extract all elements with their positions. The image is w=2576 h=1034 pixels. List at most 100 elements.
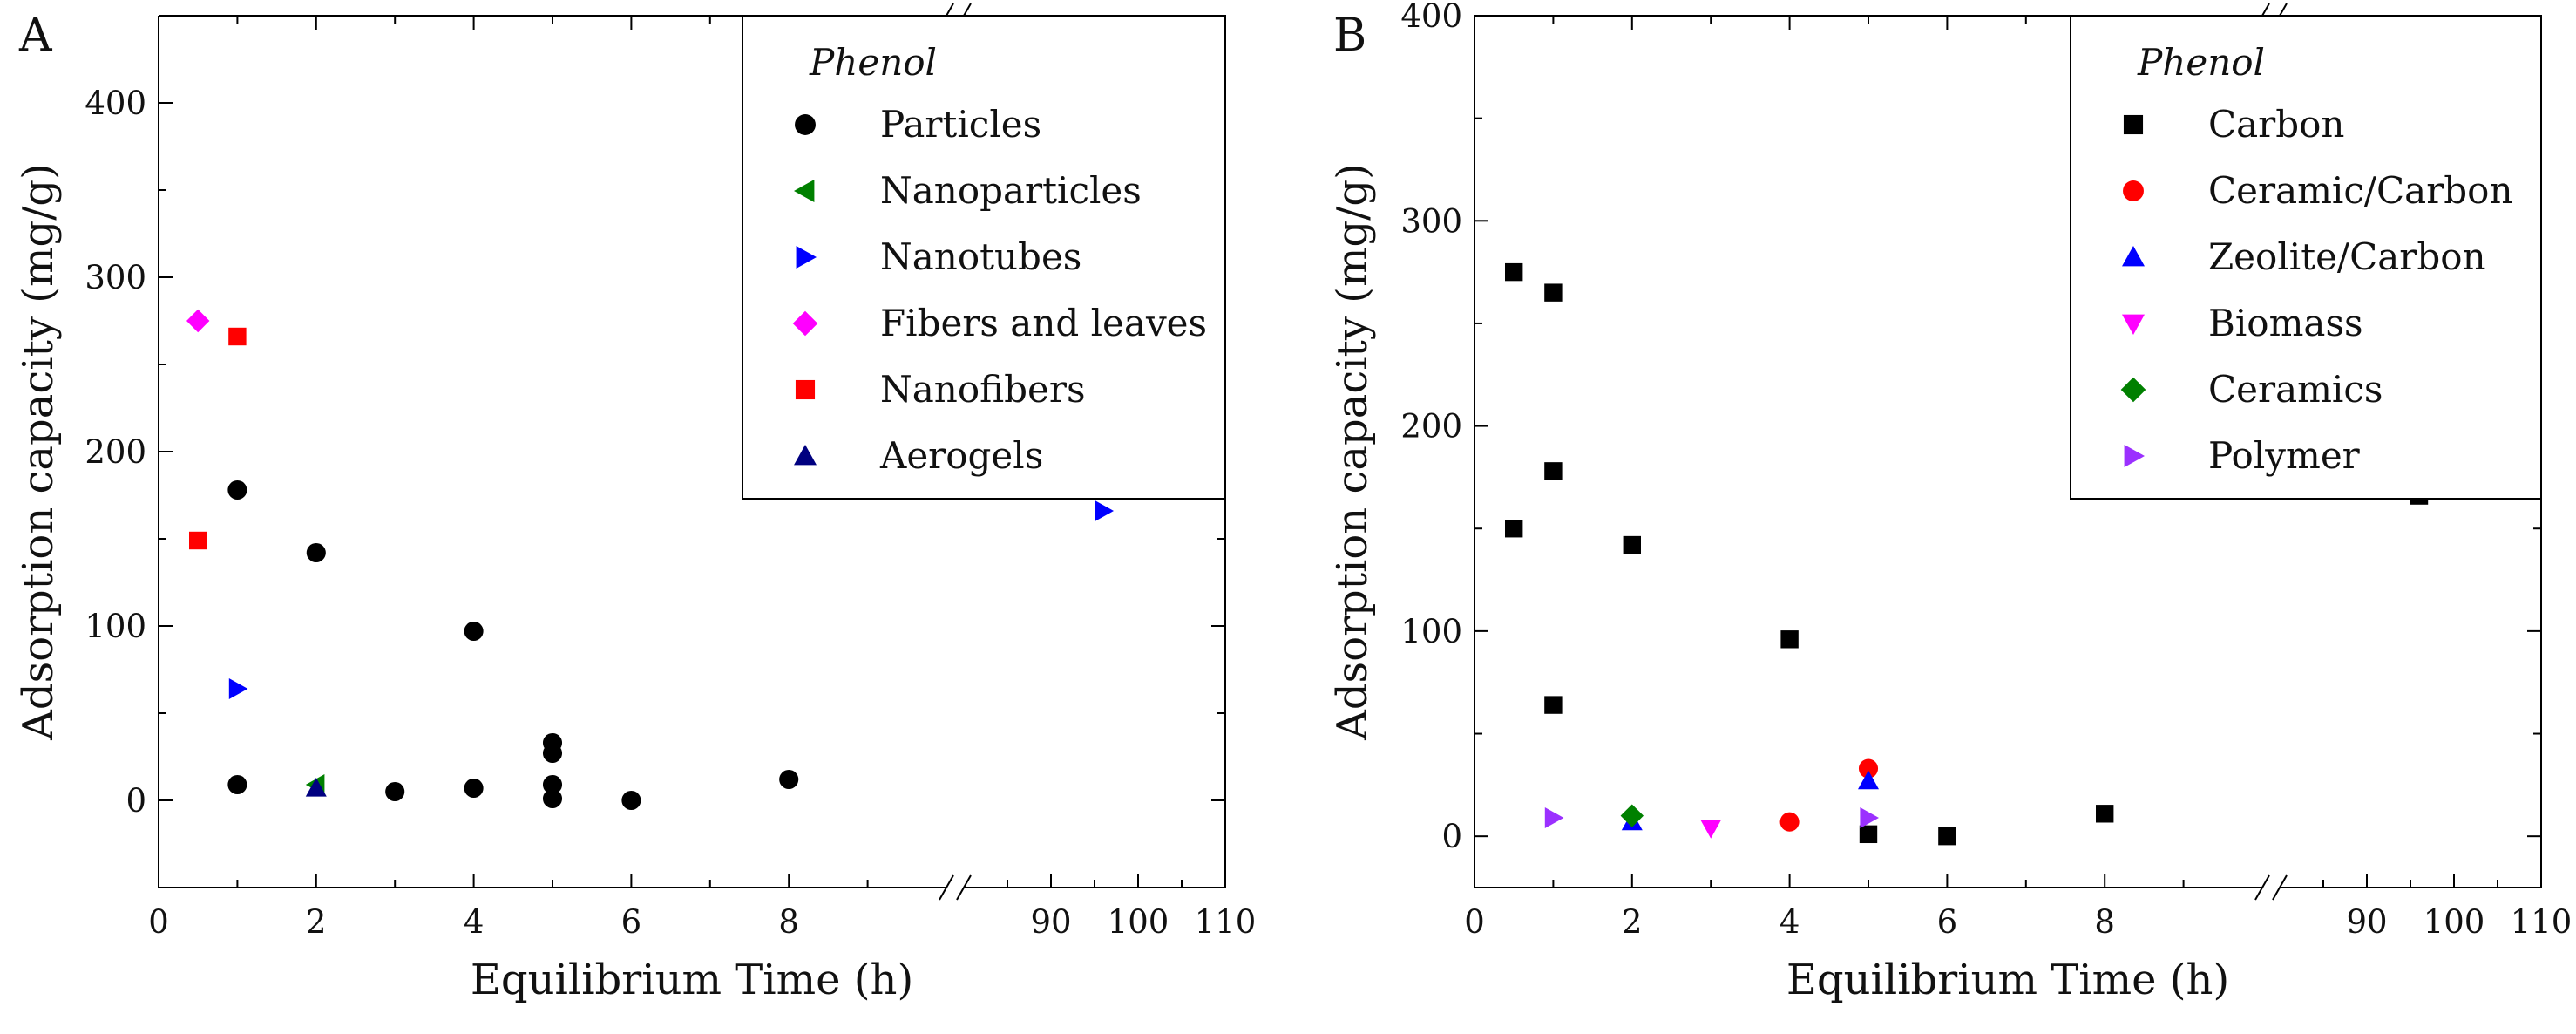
y-axis-label: Adsorption capacity (mg/g) <box>1328 163 1377 741</box>
data-point-carbon <box>1780 630 1799 649</box>
data-point-carbon <box>1505 520 1523 538</box>
y-tick-label: 300 <box>85 259 146 296</box>
x-tick-label: 2 <box>306 903 327 941</box>
legend-marker-ceramics <box>2120 377 2146 403</box>
data-point-carbon <box>1505 262 1523 282</box>
data-point-particles <box>464 621 484 642</box>
data-point-carbon <box>1544 283 1563 302</box>
x-tick-label: 6 <box>621 903 642 941</box>
data-point-biomass <box>1700 820 1722 839</box>
x-tick-label: 90 <box>1030 903 1071 941</box>
legend-label: Nanotubes <box>880 235 1081 278</box>
x-tick-label: 110 <box>1195 903 1257 941</box>
data-point-polymer <box>1860 807 1879 828</box>
y-axis-label: Adsorption capacity (mg/g) <box>14 163 63 741</box>
data-point-nanotubes <box>1095 500 1114 521</box>
x-tick-label: 4 <box>464 903 485 941</box>
data-point-aerogels <box>305 778 327 797</box>
data-point-zeolite-carbon <box>1858 770 1879 790</box>
x-axis-label: Equilibrium Time (h) <box>471 956 913 1004</box>
x-tick-label: 6 <box>1937 903 1958 941</box>
y-tick-label: 0 <box>1441 818 1462 855</box>
legend-title: Phenol <box>809 41 937 84</box>
data-point-particles <box>227 480 247 500</box>
legend-marker-carbon <box>2123 114 2144 135</box>
legend-marker-nanoparticles <box>794 180 815 202</box>
y-tick-label: 0 <box>125 782 146 820</box>
x-tick-label: 90 <box>2346 903 2387 941</box>
chart-panel-a: 0 100 200 300 400 0 2 4 6 8 90 100 110 Equilibrium Ti… <box>14 3 1256 1004</box>
x-tick-label: 100 <box>1108 903 1169 941</box>
y-tick-label: 200 <box>1400 408 1462 446</box>
axis-break-mark-bottom-2 <box>956 874 972 901</box>
x-axis-label: Equilibrium Time (h) <box>1786 956 2229 1004</box>
legend-marker-aerogels <box>794 445 817 466</box>
data-point-nanofibers <box>189 531 207 550</box>
y-tick-label: 400 <box>1400 0 1462 35</box>
data-point-ceramics <box>1620 804 1644 827</box>
x-tick-label: 2 <box>1622 903 1643 941</box>
data-point-particles <box>227 774 247 795</box>
legend-marker-ceramic-carbon <box>2123 180 2144 201</box>
data-point-particles <box>385 781 405 802</box>
data-point-particles <box>542 788 563 809</box>
legend-marker-biomass <box>2122 314 2145 335</box>
x-tick-label: 0 <box>1464 903 1485 941</box>
y-tick-label: 300 <box>1400 202 1462 240</box>
data-point-polymer <box>1544 807 1564 828</box>
data-point-carbon <box>1544 696 1563 714</box>
x-tick-label: 8 <box>2094 903 2115 941</box>
axis-break-mark-bottom-1 <box>2254 874 2270 901</box>
data-point-carbon <box>1938 827 1956 846</box>
panel-label: A <box>18 10 53 62</box>
legend-marker-particles <box>795 114 816 135</box>
legend-box <box>742 15 1226 500</box>
legend-label: Ceramics <box>2208 368 2383 411</box>
legend-box <box>2070 15 2542 500</box>
legend-label: Polymer <box>2208 434 2361 477</box>
legend-label: Biomass <box>2208 302 2363 344</box>
y-tick-label: 100 <box>85 608 146 645</box>
legend-label: Nanoparticles <box>880 169 1142 212</box>
data-point-particles <box>621 790 641 811</box>
legend-marker-nanotubes <box>796 246 817 269</box>
data-point-nanofibers <box>228 327 247 346</box>
x-tick-label: 110 <box>2511 903 2573 941</box>
data-point-carbon <box>1544 462 1563 480</box>
x-tick-label: 4 <box>1779 903 1800 941</box>
legend-label: Zeolite/Carbon <box>2208 235 2486 278</box>
x-tick-label: 0 <box>148 903 169 941</box>
y-tick-label: 200 <box>85 433 146 471</box>
axis-break-mark-bottom-2 <box>2272 874 2288 901</box>
data-point-particles <box>464 778 484 799</box>
legend-marker-fibers-and-leaves <box>792 310 818 337</box>
data-point-carbon <box>1859 825 1878 844</box>
x-tick-label: 8 <box>778 903 799 941</box>
legend-label: Fibers and leaves <box>880 302 1207 344</box>
legend-marker-polymer <box>2124 445 2145 467</box>
legend-label: Ceramic/Carbon <box>2208 169 2513 212</box>
y-tick-label: 400 <box>85 85 146 122</box>
data-point-particles <box>306 542 326 563</box>
data-point-carbon <box>2096 805 2114 823</box>
legend-marker-nanofibers <box>795 379 816 400</box>
legend-label: Nanofibers <box>880 368 1086 411</box>
data-point-fibers-and-leaves <box>186 309 210 333</box>
chart-panel-b: 0 100 200 300 400 0 2 4 6 8 90 100 110 Equilibrium Ti… <box>1328 0 2572 1004</box>
x-tick-label: 100 <box>2423 903 2485 941</box>
data-point-ceramic-carbon <box>1779 812 1800 832</box>
data-point-particles <box>542 743 563 764</box>
data-point-nanotubes <box>228 678 248 699</box>
panel-label: B <box>1333 10 1366 62</box>
legend-label: Aerogels <box>879 434 1043 477</box>
data-point-carbon <box>1623 535 1641 554</box>
data-point-ceramic-carbon <box>1858 758 1879 779</box>
axis-break-mark-bottom-1 <box>939 874 954 901</box>
legend-title: Phenol <box>2137 41 2265 84</box>
y-tick-label: 100 <box>1400 613 1462 650</box>
legend-label: Carbon <box>2208 103 2344 146</box>
legend-label: Particles <box>880 103 1041 146</box>
data-point-particles <box>542 774 563 795</box>
data-point-particles <box>779 769 799 790</box>
